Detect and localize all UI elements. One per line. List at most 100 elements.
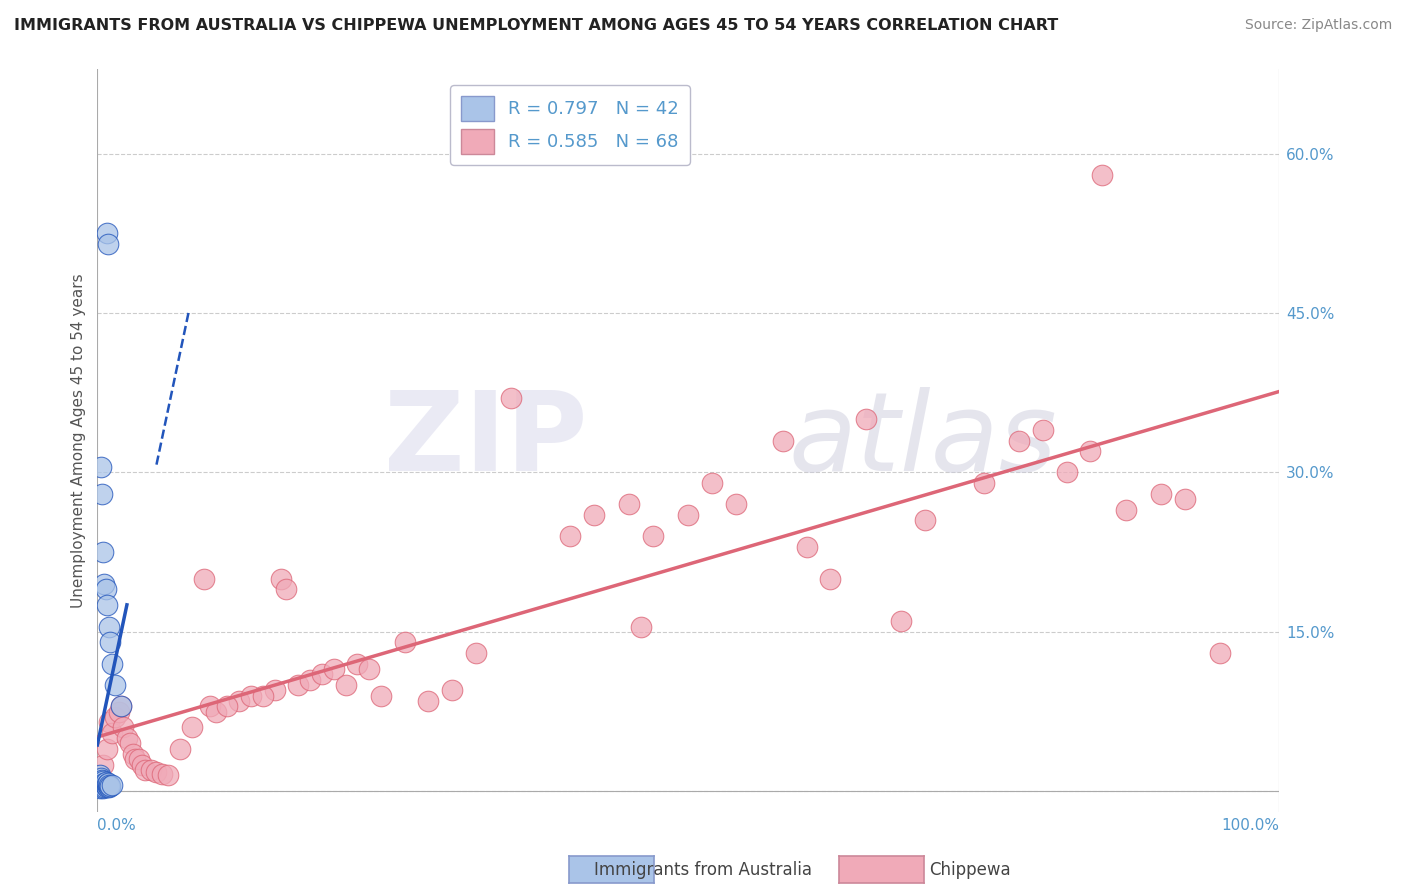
Point bbox=[973, 476, 995, 491]
Point bbox=[90, 776, 112, 790]
Point bbox=[322, 662, 344, 676]
Point bbox=[582, 508, 605, 522]
Point bbox=[560, 529, 582, 543]
Point bbox=[678, 508, 700, 522]
Point bbox=[1209, 646, 1232, 660]
Point bbox=[619, 497, 641, 511]
Text: IMMIGRANTS FROM AUSTRALIA VS CHIPPEWA UNEMPLOYMENT AMONG AGES 45 TO 54 YEARS COR: IMMIGRANTS FROM AUSTRALIA VS CHIPPEWA UN… bbox=[14, 18, 1059, 33]
Point bbox=[91, 780, 114, 795]
Point bbox=[1174, 491, 1197, 506]
Point bbox=[90, 772, 112, 786]
Point bbox=[914, 513, 936, 527]
Point bbox=[91, 545, 114, 559]
Point bbox=[94, 582, 117, 597]
Point bbox=[121, 747, 143, 761]
Point bbox=[128, 752, 150, 766]
Point bbox=[104, 678, 127, 692]
Point bbox=[394, 635, 416, 649]
Point bbox=[139, 763, 162, 777]
Point bbox=[115, 731, 138, 745]
Point bbox=[98, 619, 121, 633]
Point bbox=[107, 705, 129, 719]
Point bbox=[120, 736, 142, 750]
Point bbox=[97, 776, 120, 790]
Point bbox=[87, 773, 110, 788]
Text: 100.0%: 100.0% bbox=[1222, 818, 1279, 833]
Legend: R = 0.797   N = 42, R = 0.585   N = 68: R = 0.797 N = 42, R = 0.585 N = 68 bbox=[450, 85, 690, 165]
Point bbox=[96, 780, 118, 794]
Point bbox=[335, 678, 357, 692]
Point bbox=[169, 741, 191, 756]
Point bbox=[150, 767, 173, 781]
Point bbox=[89, 773, 111, 788]
Point bbox=[91, 772, 114, 787]
Point bbox=[796, 540, 818, 554]
Point bbox=[855, 412, 877, 426]
Point bbox=[91, 486, 114, 500]
Point bbox=[87, 779, 110, 793]
Point bbox=[96, 599, 118, 613]
Point bbox=[157, 768, 180, 782]
Point bbox=[91, 757, 114, 772]
Point bbox=[110, 699, 132, 714]
Point bbox=[124, 752, 146, 766]
Point bbox=[94, 774, 117, 789]
Point bbox=[263, 683, 285, 698]
Text: Source: ZipAtlas.com: Source: ZipAtlas.com bbox=[1244, 18, 1392, 32]
Point bbox=[772, 434, 794, 448]
Point bbox=[270, 572, 292, 586]
Point bbox=[198, 699, 221, 714]
Point bbox=[97, 236, 120, 251]
Point bbox=[145, 765, 167, 780]
Point bbox=[90, 779, 112, 793]
Point bbox=[180, 721, 202, 735]
Point bbox=[370, 689, 392, 703]
Text: Chippewa: Chippewa bbox=[929, 861, 1011, 879]
Point bbox=[359, 662, 381, 676]
Point bbox=[724, 497, 747, 511]
Point bbox=[96, 777, 118, 791]
Point bbox=[91, 780, 114, 794]
Point bbox=[96, 226, 118, 240]
Point bbox=[1008, 434, 1031, 448]
Point bbox=[240, 689, 263, 703]
Point bbox=[90, 460, 112, 475]
Point bbox=[204, 705, 226, 719]
Point bbox=[91, 777, 114, 791]
Point bbox=[94, 779, 117, 793]
Point bbox=[110, 699, 132, 714]
Point bbox=[134, 763, 156, 777]
Point bbox=[93, 776, 115, 790]
Point bbox=[464, 646, 486, 660]
Point bbox=[299, 673, 322, 687]
Point bbox=[1091, 168, 1114, 182]
Point bbox=[1150, 486, 1173, 500]
Point bbox=[98, 778, 121, 792]
Point bbox=[131, 757, 153, 772]
Point bbox=[100, 778, 122, 792]
Text: Immigrants from Australia: Immigrants from Australia bbox=[593, 861, 813, 879]
Point bbox=[311, 667, 333, 681]
Point bbox=[700, 476, 723, 491]
Point bbox=[1078, 444, 1101, 458]
Point bbox=[98, 715, 121, 730]
Point bbox=[193, 572, 215, 586]
Y-axis label: Unemployment Among Ages 45 to 54 years: Unemployment Among Ages 45 to 54 years bbox=[72, 273, 86, 607]
Text: atlas: atlas bbox=[789, 387, 1057, 494]
Point bbox=[217, 699, 239, 714]
Text: ZIP: ZIP bbox=[384, 387, 588, 494]
Text: 0.0%: 0.0% bbox=[97, 818, 136, 833]
Point bbox=[104, 710, 127, 724]
Point bbox=[98, 635, 121, 649]
Point bbox=[97, 779, 120, 793]
Point bbox=[440, 683, 463, 698]
Point bbox=[1115, 502, 1137, 516]
Point bbox=[228, 694, 250, 708]
Point bbox=[252, 689, 274, 703]
Point bbox=[1056, 466, 1078, 480]
Point bbox=[93, 577, 115, 591]
Point bbox=[96, 741, 118, 756]
Point bbox=[890, 614, 912, 628]
Point bbox=[641, 529, 664, 543]
Point bbox=[89, 778, 111, 792]
